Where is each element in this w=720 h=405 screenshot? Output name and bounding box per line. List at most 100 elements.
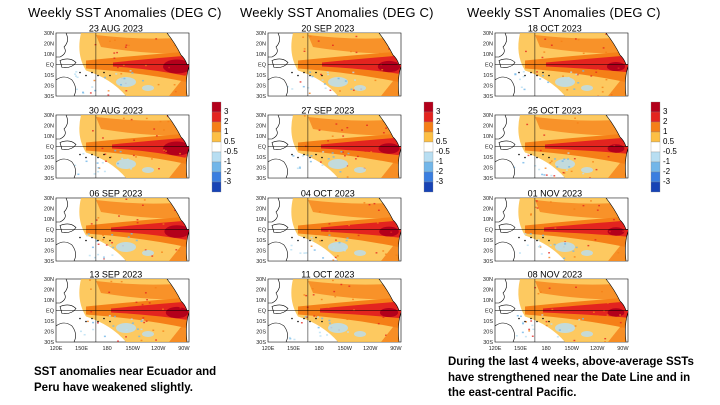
latitude-label: 20N: [483, 288, 493, 294]
sst-panel: 30N 20N 10N EQ 10S 20S 30S 23 AUG 2023: [38, 24, 191, 107]
sst-map: 30N 20N 10N EQ 10S 20S 30S 27 SEP 2023: [256, 106, 402, 182]
latitude-label: 30S: [44, 176, 54, 182]
sst-panel: 30N 20N 10N EQ 10S 20S 30S 06 SEP 2023: [38, 189, 191, 272]
latitude-label: 30N: [256, 196, 266, 202]
longitude-label: 120W: [590, 346, 605, 352]
panel-date: 01 NOV 2023: [528, 189, 583, 199]
legend-swatch: [423, 181, 434, 193]
latitude-label: 20S: [256, 330, 266, 336]
latitude-label: 10N: [483, 217, 493, 223]
latitude-label: 30S: [483, 259, 493, 265]
latitude-label: 10N: [256, 298, 266, 304]
legend-label: 3: [224, 107, 229, 116]
longitude-label: 90W: [390, 346, 402, 352]
caption-right: During the last 4 weeks, above-average S…: [448, 356, 694, 400]
legend-label: -3: [224, 177, 232, 186]
latitude-label: 10S: [483, 155, 493, 161]
latitude-label: 10N: [44, 217, 54, 223]
latitude-label: 20S: [483, 166, 493, 172]
latitude-label: 30N: [256, 31, 266, 37]
latitude-label: 20N: [44, 288, 54, 294]
legend-swatch: [650, 151, 661, 163]
legend-swatch: [211, 151, 222, 163]
latitude-label: 30S: [256, 259, 266, 265]
panel-date: 27 SEP 2023: [301, 106, 354, 116]
latitude-label: 10S: [256, 319, 266, 325]
latitude-label: 10N: [483, 298, 493, 304]
latitude-label: 20N: [44, 207, 54, 213]
sst-map: 30N 20N 10N EQ 10S 20S 30S 18 OCT 2023: [483, 24, 629, 100]
latitude-label: 30S: [44, 94, 54, 100]
legend-label: -0.5: [663, 147, 677, 156]
legend-label: 1: [663, 127, 668, 136]
legend-label: 2: [663, 117, 668, 126]
latitude-label: 10S: [483, 319, 493, 325]
latitude-label: 30N: [256, 113, 266, 119]
legend-label: -3: [663, 177, 671, 186]
longitude-label: 120W: [151, 346, 166, 352]
sst-map: 30N 20N 10N EQ 10S 20S 30S 25 OCT 2023: [483, 106, 629, 182]
latitude-label: EQ: [46, 63, 55, 69]
panel-date: 11 OCT 2023: [301, 270, 354, 280]
latitude-label: 30N: [483, 113, 493, 119]
panel-date: 06 SEP 2023: [89, 189, 142, 199]
sst-panel: 30N 20N 10N EQ 10S 20S 30S 20 SEP 2023: [250, 24, 403, 107]
latitude-label: 10N: [483, 134, 493, 140]
panel-date: 25 OCT 2023: [528, 106, 582, 116]
legend-swatch: [211, 181, 222, 193]
latitude-label: 20N: [256, 124, 266, 130]
latitude-label: 10N: [483, 52, 493, 58]
legend-label: 0.5: [224, 137, 236, 146]
longitude-label: 120E: [489, 346, 502, 352]
legend-swatch: [211, 171, 222, 183]
legend-label: -2: [663, 167, 671, 176]
sst-panel: 30N 20N 10N EQ 10S 20S 30S 18 OCT 2023: [477, 24, 630, 107]
legend-label: 1: [436, 127, 441, 136]
legend-label: 3: [663, 107, 668, 116]
legend-label: -0.5: [436, 147, 450, 156]
latitude-label: 20S: [483, 330, 493, 336]
panel-date: 13 SEP 2023: [89, 270, 142, 280]
column-2-title: Weekly SST Anomalies (DEG C): [240, 5, 434, 20]
legend-label: 1: [224, 127, 229, 136]
longitude-label: 90W: [178, 346, 190, 352]
legend-label: -2: [224, 167, 232, 176]
sst-panel: 30N 20N 10N EQ 10S 20S 30S 04 OCT 2023: [250, 189, 403, 272]
latitude-label: 30S: [483, 176, 493, 182]
legend-swatch: [650, 121, 661, 133]
longitude-label: 150W: [338, 346, 353, 352]
latitude-label: 10N: [256, 52, 266, 58]
sst-map: 30N 20N 10N EQ 10S 20S 30S 06 SEP 2023: [44, 189, 190, 265]
longitude-label: 180: [103, 346, 112, 352]
sst-map: 30N 20N 10N EQ 10S 20S 30S 20 SEP 2023: [256, 24, 402, 100]
latitude-label: 10S: [44, 238, 54, 244]
latitude-label: 10S: [44, 155, 54, 161]
latitude-label: EQ: [485, 63, 494, 69]
sst-panel: 30N 20N 10N EQ 10S 20S 30S 120E 150E 180 150W 120W 9…: [250, 270, 403, 353]
legend-swatch: [423, 131, 434, 143]
longitude-label: 180: [542, 346, 551, 352]
sst-map: 30N 20N 10N EQ 10S 20S 30S 30 AUG 2023: [44, 106, 190, 182]
longitude-label: 150E: [287, 346, 300, 352]
latitude-label: 30N: [44, 31, 54, 37]
latitude-label: 30S: [483, 94, 493, 100]
latitude-label: 30N: [483, 196, 493, 202]
latitude-label: 10S: [256, 73, 266, 79]
latitude-label: EQ: [485, 228, 494, 234]
panel-date: 30 AUG 2023: [89, 106, 143, 116]
latitude-label: 20S: [256, 166, 266, 172]
latitude-label: 30N: [44, 113, 54, 119]
legend-swatch: [423, 101, 434, 113]
latitude-label: 30S: [256, 94, 266, 100]
latitude-label: 20N: [483, 207, 493, 213]
latitude-label: 30S: [44, 340, 54, 346]
latitude-label: 10S: [483, 73, 493, 79]
latitude-label: 20S: [483, 249, 493, 255]
legend-swatch: [650, 101, 661, 113]
legend-swatch: [211, 161, 222, 173]
latitude-label: 20N: [483, 124, 493, 130]
legend-swatch: [650, 161, 661, 173]
longitude-label: 120E: [262, 346, 275, 352]
latitude-label: 10N: [44, 134, 54, 140]
